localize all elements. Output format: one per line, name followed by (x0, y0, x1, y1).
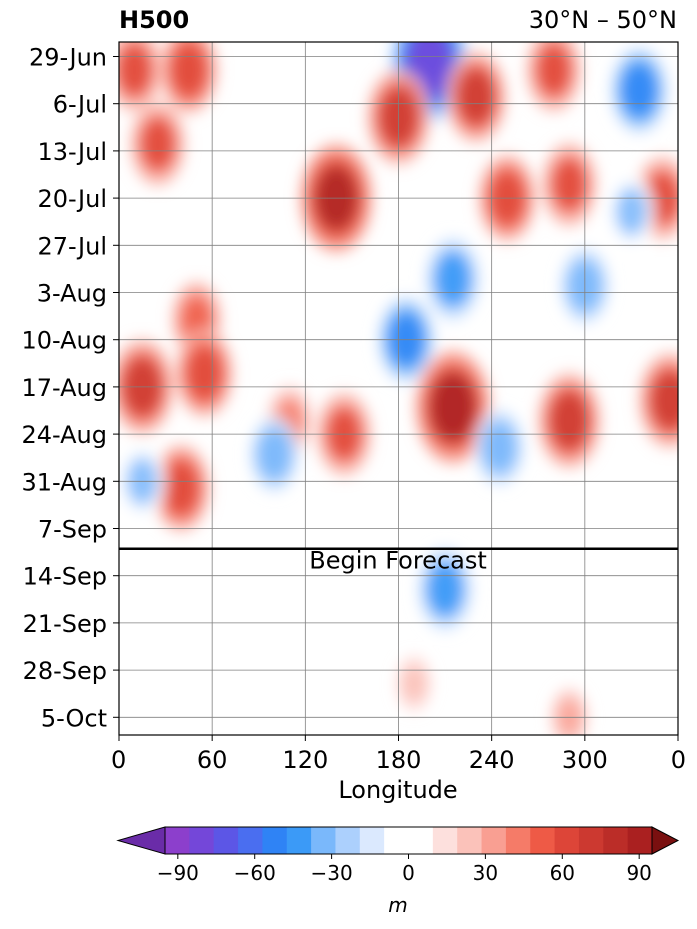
colorbar-swatch (335, 827, 361, 854)
colorbar-swatch (457, 827, 483, 854)
anomaly-blob (260, 433, 289, 476)
colorbar-swatch (554, 827, 580, 854)
anomaly-blob (553, 161, 585, 209)
anomaly-blob (188, 348, 221, 399)
x-tick-label: 180 (376, 746, 422, 774)
colorbar-swatch (286, 827, 312, 854)
chart-title: H500 (119, 6, 190, 34)
colorbar-tick-label: 60 (550, 861, 575, 885)
x-tick-label: 300 (562, 746, 608, 774)
colorbar-swatch (432, 827, 458, 854)
colorbar: −90 −60 −30 0 30 60 90 (116, 826, 680, 885)
anomaly-blob (119, 46, 150, 94)
anomaly-blob (459, 71, 494, 123)
colorbar-swatch (578, 827, 604, 854)
x-tick-label: 0 (111, 746, 126, 774)
anomaly-blob (172, 45, 206, 95)
y-tick-label: 29-Jun (29, 44, 107, 72)
colorbar-tick-label: 30 (473, 861, 498, 885)
anomaly-blob (437, 255, 469, 303)
colorbar-swatch (384, 827, 409, 854)
colorbar-swatch (359, 827, 385, 854)
colorbar-swatch (189, 827, 215, 854)
y-tick-label: 7-Sep (38, 516, 107, 544)
anomaly-blob (403, 667, 425, 700)
anomaly-blob (618, 191, 645, 232)
anomaly-blob (652, 373, 678, 428)
x-axis: 0 60 120 180 240 300 0 (111, 735, 686, 774)
colorbar-tick-label: 0 (402, 861, 415, 885)
anomaly-blob (551, 393, 588, 448)
y-tick-label: 14-Sep (23, 563, 107, 591)
colorbar-label: m (388, 893, 407, 917)
x-axis-label: Longitude (338, 776, 457, 804)
colorbar-swatch (408, 827, 434, 854)
colorbar-extend-low (116, 826, 166, 855)
x-tick-label: 120 (282, 746, 328, 774)
x-tick-label: 60 (197, 746, 228, 774)
x-tick-label: 0 (671, 746, 686, 774)
y-tick-label: 31-Aug (21, 468, 107, 496)
colorbar-tick-label: −30 (310, 861, 352, 885)
colorbar-swatch (165, 827, 190, 854)
colorbar-swatch (505, 827, 531, 854)
grid-lines (119, 42, 678, 735)
x-tick-label: 240 (469, 746, 515, 774)
y-tick-label: 17-Aug (21, 374, 107, 402)
anomaly-blob (622, 65, 656, 115)
colorbar-swatch (481, 827, 507, 854)
colorbar-tick-label: −60 (234, 861, 276, 885)
colorbar-swatch (603, 827, 629, 854)
anomaly-blob (164, 463, 198, 513)
anomaly-blob (431, 375, 474, 439)
colorbar-extend-high (651, 826, 680, 855)
anomaly-blob (485, 426, 514, 469)
y-tick-label: 13-Jul (38, 138, 108, 166)
colorbar-tick-label: 90 (626, 861, 651, 885)
colorbar-swatch (311, 827, 336, 854)
colorbar-swatch (213, 827, 239, 854)
y-tick-label: 27-Jul (38, 232, 108, 260)
anomaly-blob (429, 565, 461, 613)
anomaly-blob (538, 46, 570, 94)
colorbar-tick-label: −90 (157, 861, 199, 885)
y-tick-label: 21-Sep (23, 610, 107, 638)
anomaly-blob (142, 120, 174, 168)
y-tick-label: 20-Jul (38, 185, 108, 213)
y-tick-label: 5-Oct (41, 704, 107, 732)
colorbar-swatch (262, 827, 288, 854)
y-tick-label: 10-Aug (21, 327, 107, 355)
y-tick-label: 28-Sep (23, 657, 107, 685)
y-tick-label: 24-Aug (21, 421, 107, 449)
chart-subtitle: 30°N – 50°N (528, 6, 677, 34)
colorbar-swatch (238, 827, 263, 854)
colorbar-swatch (530, 827, 556, 854)
y-axis: 29-Jun 6-Jul 13-Jul 20-Jul 27-Jul 3-Aug 10-Aug… (21, 44, 119, 732)
y-tick-label: 3-Aug (37, 280, 107, 308)
colorbar-swatch (627, 827, 653, 854)
y-tick-label: 6-Jul (53, 91, 107, 119)
forecast-marker: Begin Forecast (119, 547, 678, 575)
forecast-label: Begin Forecast (309, 547, 487, 575)
